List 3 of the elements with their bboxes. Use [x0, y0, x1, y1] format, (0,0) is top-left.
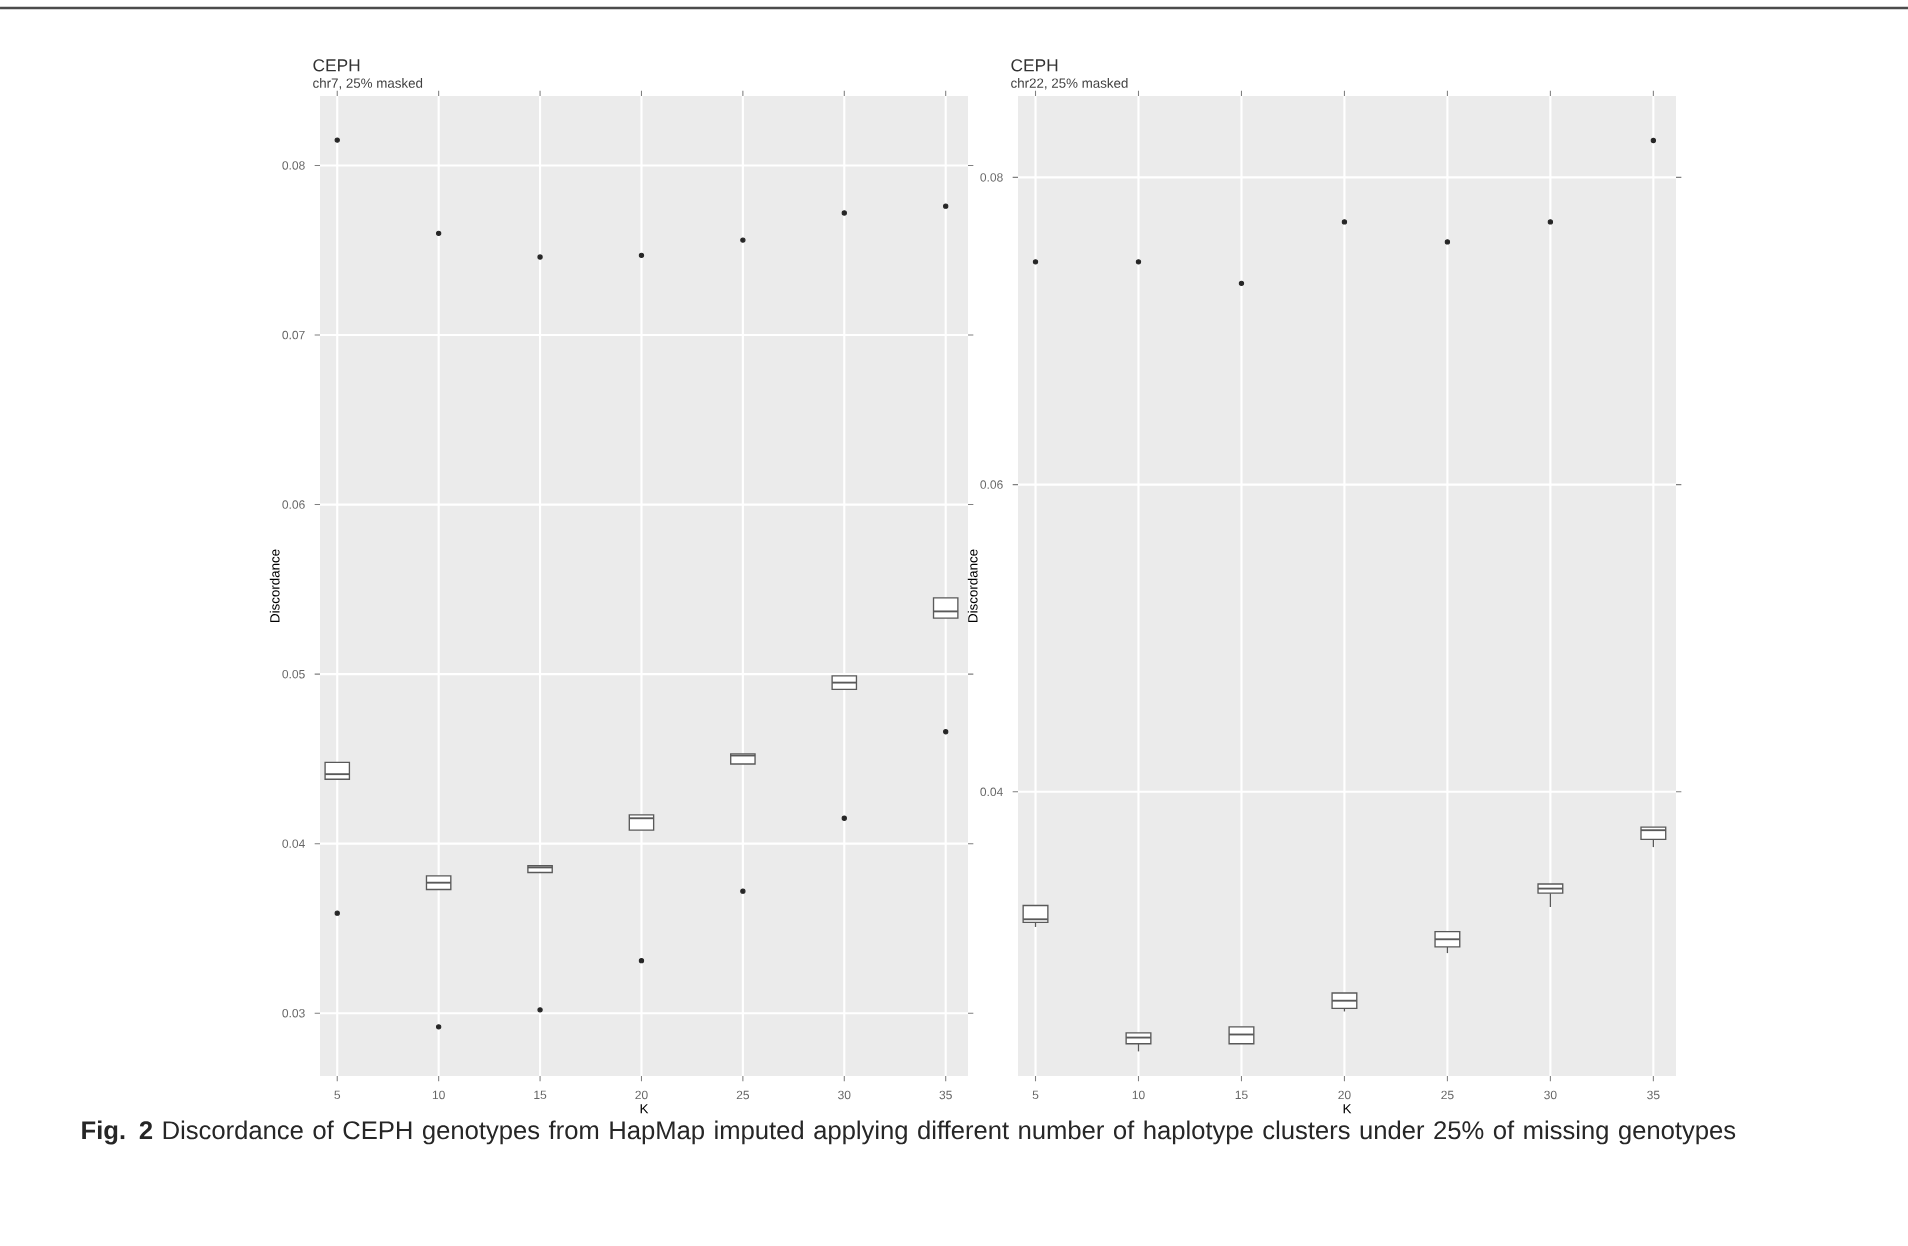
chart-title: CEPH	[1011, 59, 1058, 72]
chart-title: CEPH	[313, 59, 360, 72]
text: Fig. 2 Discordance of CEPH genotypes from HapMap imputed applying different number of haplotype clusters under 25% of missing genotypes	[82, 1120, 1736, 1145]
